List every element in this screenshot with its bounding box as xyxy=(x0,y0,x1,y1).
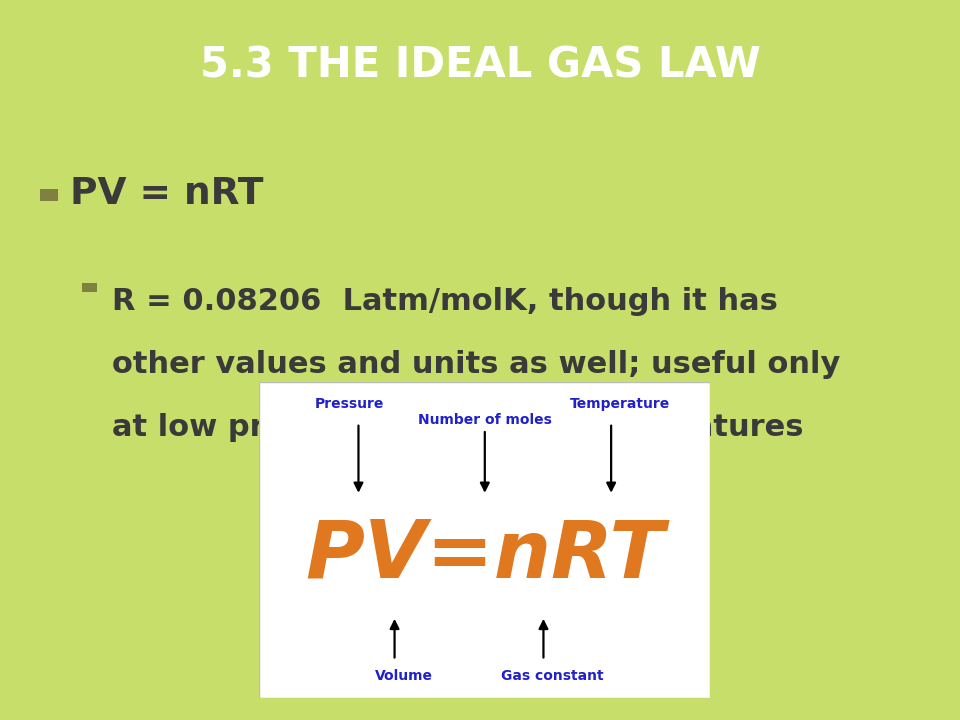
Text: at low pressures and high temperatures: at low pressures and high temperatures xyxy=(111,413,804,442)
Text: Temperature: Temperature xyxy=(570,397,670,411)
FancyBboxPatch shape xyxy=(40,189,59,201)
Text: other values and units as well; useful only: other values and units as well; useful o… xyxy=(111,350,840,379)
FancyBboxPatch shape xyxy=(82,282,98,292)
Text: Pressure: Pressure xyxy=(315,397,384,411)
Text: Gas constant: Gas constant xyxy=(501,669,604,683)
FancyBboxPatch shape xyxy=(259,382,710,698)
Text: PV=nRT: PV=nRT xyxy=(305,517,664,595)
Text: R = 0.08206  Latm/molK, though it has: R = 0.08206 Latm/molK, though it has xyxy=(111,287,778,316)
Text: Volume: Volume xyxy=(374,669,433,683)
Text: Number of moles: Number of moles xyxy=(418,413,552,427)
Text: 5.3 THE IDEAL GAS LAW: 5.3 THE IDEAL GAS LAW xyxy=(200,45,760,86)
Text: PV = nRT: PV = nRT xyxy=(70,176,263,212)
